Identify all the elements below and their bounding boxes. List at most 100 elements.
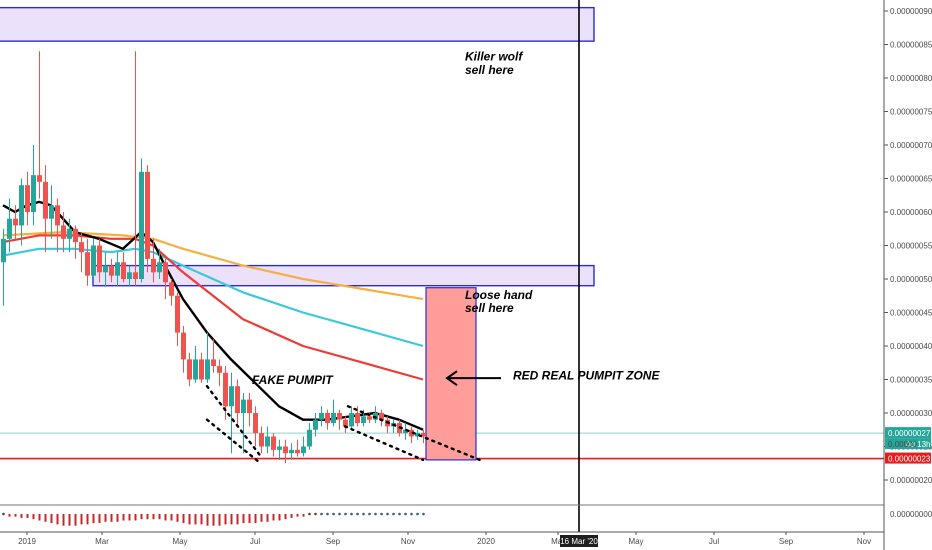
x-tick-label: Jul (709, 537, 719, 546)
cursor-date-label-bg (560, 535, 598, 547)
candle (19, 178, 24, 246)
candle-body (19, 185, 24, 226)
candle-body (109, 265, 114, 276)
x-tick-label: May (172, 537, 187, 546)
candle (55, 198, 60, 253)
annotation-loose-hand: Loose hand (465, 288, 533, 302)
candle-body (181, 332, 186, 360)
countdown-label-bg (885, 438, 931, 450)
indicator-tick-label: 0.00000000 (890, 510, 932, 519)
cursor-date-label: 16 Mar '20 (560, 537, 598, 546)
candle-body (85, 252, 90, 276)
x-tick-label: Nov (401, 537, 415, 546)
candle (25, 171, 30, 226)
arrow-head-icon (445, 370, 458, 386)
candle (139, 158, 144, 283)
candle (415, 429, 420, 440)
candle-body (127, 272, 132, 279)
candle (103, 252, 108, 286)
candle (253, 406, 258, 447)
candle-body (49, 205, 54, 219)
candle (127, 265, 132, 286)
candle (289, 443, 294, 460)
candle (349, 406, 354, 430)
candle (187, 352, 192, 387)
y-tick-label: 0.00000065 (890, 175, 932, 184)
y-tick-label: 0.00000075 (890, 108, 932, 117)
resistance-zone-1 (0, 6, 595, 42)
candle (307, 423, 312, 450)
candle (73, 225, 78, 259)
indicator-dot (2, 512, 5, 516)
indicator-dot (326, 512, 329, 516)
candle-body (331, 413, 336, 424)
candle (271, 433, 276, 457)
candle (247, 392, 252, 427)
candle (121, 252, 126, 283)
x-tick-label: Mar (551, 537, 565, 546)
candle (409, 426, 414, 444)
candle (37, 51, 42, 199)
candle-body (241, 399, 246, 413)
y-tick-label: 0.00000080 (890, 74, 932, 83)
candle (379, 409, 384, 427)
indicator-dot (338, 512, 341, 516)
candle (241, 392, 246, 454)
candle-body (367, 416, 372, 420)
candle (133, 51, 138, 286)
candle (277, 439, 282, 460)
candle (145, 165, 150, 273)
candle-body (37, 175, 42, 182)
support-price-label-bg (885, 452, 931, 464)
candle (85, 238, 90, 286)
indicator-dot (356, 512, 359, 516)
indicator-dot (404, 512, 407, 516)
dotted-trendline-1 (205, 385, 263, 458)
x-tick-label: 2019 (18, 537, 36, 546)
candle-body (301, 446, 306, 454)
indicator-dot (344, 512, 347, 516)
candle-body (409, 429, 414, 437)
candle-body (379, 413, 384, 420)
hidden-price-label: 0.00000 (888, 440, 917, 449)
indicator-dot (386, 512, 389, 516)
dotted-trendline-2 (205, 418, 260, 463)
candle (151, 238, 156, 283)
candle-body (1, 238, 6, 263)
candle (49, 185, 54, 239)
x-tick-label: Nov (857, 537, 871, 546)
candle-body (355, 413, 360, 424)
candle-body (175, 295, 180, 333)
candle-body (265, 436, 270, 447)
indicator-dot (314, 512, 317, 516)
candle-body (421, 433, 426, 437)
candle (199, 352, 204, 383)
y-tick-label: 0.00000035 (890, 376, 932, 385)
candle (313, 413, 318, 437)
candle (193, 346, 198, 383)
candle (115, 252, 120, 286)
indicator-dot (350, 512, 353, 516)
trendlines-layer (205, 385, 485, 463)
candle-body (169, 282, 174, 296)
indicator-dot (410, 512, 413, 516)
candle-body (163, 262, 168, 283)
indicator-dot (332, 512, 335, 516)
y-tick-label: 0.00000030 (890, 409, 932, 418)
x-tick-label: May (628, 537, 643, 546)
candle-body (361, 416, 366, 424)
candle-body (61, 225, 66, 239)
candle (217, 359, 222, 387)
candle-body (271, 436, 276, 450)
candle-body (403, 429, 408, 434)
candle-body (319, 413, 324, 420)
current-price-label: 0.00000027 (888, 429, 931, 438)
candle (97, 238, 102, 283)
annotation-sell-here: sell here (465, 301, 514, 315)
indicator-dot (392, 512, 395, 516)
candle (43, 165, 48, 253)
indicator-dot (320, 512, 323, 516)
indicator-dot (416, 512, 419, 516)
